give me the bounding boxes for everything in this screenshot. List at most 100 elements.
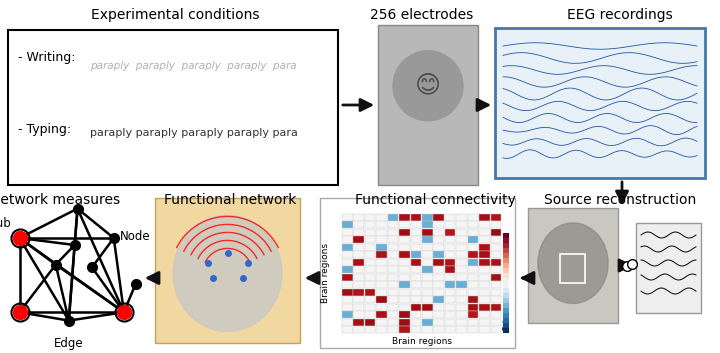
Bar <box>365 327 375 333</box>
Bar <box>479 304 490 311</box>
Bar <box>433 237 444 243</box>
Bar <box>387 327 398 333</box>
Bar <box>422 251 433 258</box>
Bar <box>636 223 701 313</box>
Bar <box>365 259 375 265</box>
Bar <box>399 319 410 325</box>
Bar <box>503 248 509 253</box>
Bar <box>410 327 421 333</box>
Bar <box>377 237 387 243</box>
Bar <box>410 229 421 235</box>
Bar <box>490 259 501 265</box>
Bar <box>479 267 490 273</box>
Text: Brain regions: Brain regions <box>320 243 330 303</box>
Bar <box>433 311 444 318</box>
Bar <box>365 214 375 221</box>
Bar <box>468 281 478 288</box>
Bar <box>456 259 467 265</box>
Bar <box>378 25 478 185</box>
Bar <box>365 319 375 325</box>
Bar <box>399 221 410 228</box>
Bar <box>410 237 421 243</box>
Bar <box>456 297 467 303</box>
Bar <box>503 313 509 318</box>
Bar <box>490 274 501 281</box>
Bar <box>468 311 478 318</box>
Bar <box>456 274 467 281</box>
Bar <box>468 229 478 235</box>
Text: 😊: 😊 <box>415 74 441 98</box>
Bar <box>490 319 501 325</box>
Bar <box>410 221 421 228</box>
Text: Edge: Edge <box>54 337 84 349</box>
Bar <box>503 238 509 243</box>
Bar <box>410 251 421 258</box>
Bar <box>479 229 490 235</box>
Bar <box>399 229 410 235</box>
Bar <box>410 244 421 251</box>
Bar <box>354 274 364 281</box>
Bar <box>445 274 455 281</box>
Bar <box>342 274 353 281</box>
Bar <box>445 214 455 221</box>
Bar <box>342 289 353 295</box>
Bar <box>503 268 509 273</box>
Bar <box>433 289 444 295</box>
Bar <box>490 311 501 318</box>
Bar <box>445 304 455 311</box>
Bar <box>387 244 398 251</box>
Text: Brain regions: Brain regions <box>392 337 452 346</box>
Bar <box>490 214 501 221</box>
Bar <box>410 304 421 311</box>
Bar <box>387 289 398 295</box>
Ellipse shape <box>538 223 608 304</box>
Bar <box>456 281 467 288</box>
Bar <box>468 297 478 303</box>
Bar <box>354 281 364 288</box>
Bar <box>377 311 387 318</box>
Bar <box>503 308 509 313</box>
Bar <box>468 259 478 265</box>
Bar <box>503 243 509 248</box>
Bar <box>445 297 455 303</box>
Bar <box>387 297 398 303</box>
Bar <box>445 251 455 258</box>
Bar <box>490 281 501 288</box>
Bar <box>503 293 509 298</box>
Bar <box>503 273 509 278</box>
Bar <box>354 267 364 273</box>
Bar <box>445 311 455 318</box>
Bar <box>445 281 455 288</box>
Bar <box>342 244 353 251</box>
Bar <box>490 267 501 273</box>
Bar <box>422 267 433 273</box>
Bar <box>387 221 398 228</box>
Bar <box>456 244 467 251</box>
Bar <box>433 319 444 325</box>
Bar <box>433 281 444 288</box>
Bar <box>422 289 433 295</box>
Bar <box>479 221 490 228</box>
Bar <box>342 229 353 235</box>
Bar <box>320 198 515 348</box>
Ellipse shape <box>173 215 282 331</box>
Text: - Writing:: - Writing: <box>18 52 76 65</box>
Bar <box>433 214 444 221</box>
Bar <box>490 221 501 228</box>
Bar <box>456 267 467 273</box>
Bar <box>422 297 433 303</box>
Bar <box>456 229 467 235</box>
Bar <box>365 267 375 273</box>
Text: Coherence: Coherence <box>503 290 512 331</box>
Bar <box>479 259 490 265</box>
Bar <box>468 319 478 325</box>
Bar <box>445 327 455 333</box>
Bar <box>410 281 421 288</box>
Bar <box>503 233 509 238</box>
Text: Hub: Hub <box>0 217 12 230</box>
Bar <box>410 214 421 221</box>
Bar <box>354 289 364 295</box>
Bar <box>468 327 478 333</box>
Text: Functional connectivity: Functional connectivity <box>354 193 516 207</box>
Bar <box>342 237 353 243</box>
